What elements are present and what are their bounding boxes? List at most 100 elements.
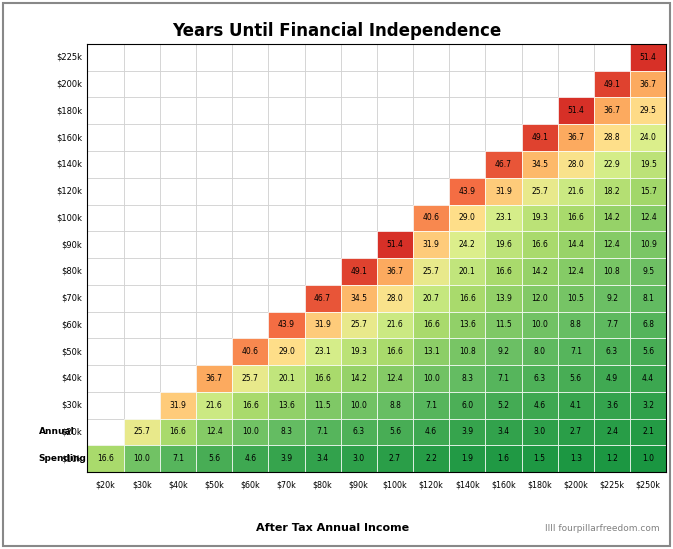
Text: $90k: $90k xyxy=(61,240,82,249)
Text: Spending: Spending xyxy=(38,454,87,463)
Bar xyxy=(304,445,341,472)
Bar xyxy=(522,365,558,392)
Text: 46.7: 46.7 xyxy=(314,294,331,302)
Bar xyxy=(232,445,269,472)
Bar xyxy=(449,124,485,151)
Text: 12.4: 12.4 xyxy=(386,374,403,383)
Text: 5.2: 5.2 xyxy=(497,401,509,410)
Bar xyxy=(196,71,232,98)
Bar xyxy=(341,97,377,124)
Bar xyxy=(594,311,630,338)
Bar xyxy=(413,178,449,204)
Bar xyxy=(449,178,485,204)
Bar xyxy=(160,231,196,258)
Bar xyxy=(630,44,666,71)
Bar xyxy=(232,151,269,178)
Bar xyxy=(413,365,449,392)
Bar xyxy=(269,338,304,365)
Text: $225k: $225k xyxy=(600,480,625,489)
Bar xyxy=(558,392,594,418)
Bar xyxy=(269,285,304,311)
Text: 28.0: 28.0 xyxy=(386,294,403,302)
Bar xyxy=(558,445,594,472)
Text: 29.0: 29.0 xyxy=(278,347,295,356)
Text: $90k: $90k xyxy=(349,480,369,489)
Text: $70k: $70k xyxy=(277,480,296,489)
Bar xyxy=(377,285,413,311)
Bar xyxy=(558,231,594,258)
Text: 4.9: 4.9 xyxy=(606,374,618,383)
Bar xyxy=(522,392,558,418)
Bar xyxy=(341,204,377,231)
Bar xyxy=(232,285,269,311)
Text: 3.2: 3.2 xyxy=(642,401,654,410)
Text: $140k: $140k xyxy=(56,160,82,169)
Text: 3.4: 3.4 xyxy=(316,454,328,463)
Text: 13.6: 13.6 xyxy=(459,321,476,329)
Bar xyxy=(269,151,304,178)
Bar xyxy=(304,311,341,338)
Bar xyxy=(124,151,160,178)
Text: After Tax Annual Income: After Tax Annual Income xyxy=(256,523,409,533)
Bar xyxy=(160,338,196,365)
Text: $10k: $10k xyxy=(61,454,82,463)
Text: 6.8: 6.8 xyxy=(642,321,654,329)
Bar xyxy=(341,231,377,258)
Bar xyxy=(522,97,558,124)
Bar xyxy=(630,392,666,418)
Text: 49.1: 49.1 xyxy=(604,80,621,88)
Bar xyxy=(160,97,196,124)
Text: $250k: $250k xyxy=(636,480,661,489)
Bar xyxy=(160,365,196,392)
Text: 31.9: 31.9 xyxy=(495,187,512,195)
Bar xyxy=(124,392,160,418)
Text: $40k: $40k xyxy=(168,480,188,489)
Text: 6.3: 6.3 xyxy=(606,347,618,356)
Bar xyxy=(449,365,485,392)
Bar xyxy=(196,44,232,71)
Bar xyxy=(413,338,449,365)
Text: $100k: $100k xyxy=(56,214,82,222)
Bar xyxy=(630,365,666,392)
Bar xyxy=(196,392,232,418)
Text: 49.1: 49.1 xyxy=(531,133,548,142)
Text: 7.1: 7.1 xyxy=(570,347,582,356)
Bar xyxy=(485,151,522,178)
Bar xyxy=(558,311,594,338)
Text: $225k: $225k xyxy=(56,53,82,62)
Bar xyxy=(522,151,558,178)
Bar xyxy=(304,231,341,258)
Bar xyxy=(269,365,304,392)
Bar xyxy=(594,71,630,98)
Text: 19.5: 19.5 xyxy=(640,160,657,169)
Bar xyxy=(413,285,449,311)
Text: $20k: $20k xyxy=(96,480,116,489)
Text: 29.5: 29.5 xyxy=(640,107,657,115)
Bar xyxy=(630,285,666,311)
Text: 8.3: 8.3 xyxy=(461,374,473,383)
Text: 34.5: 34.5 xyxy=(531,160,548,169)
Text: 3.6: 3.6 xyxy=(606,401,618,410)
Text: Years Until Financial Independence: Years Until Financial Independence xyxy=(172,22,501,40)
Text: $50k: $50k xyxy=(204,480,224,489)
Text: 25.7: 25.7 xyxy=(423,267,439,276)
Text: 4.6: 4.6 xyxy=(244,454,256,463)
Bar xyxy=(196,365,232,392)
Text: 3.9: 3.9 xyxy=(281,454,293,463)
Bar xyxy=(449,44,485,71)
Bar xyxy=(485,338,522,365)
Bar xyxy=(160,392,196,418)
Bar xyxy=(630,231,666,258)
Bar xyxy=(232,231,269,258)
Text: 4.6: 4.6 xyxy=(534,401,546,410)
Bar xyxy=(341,124,377,151)
Bar xyxy=(304,44,341,71)
Bar xyxy=(196,151,232,178)
Text: 9.2: 9.2 xyxy=(497,347,509,356)
Bar xyxy=(377,178,413,204)
Bar xyxy=(87,151,124,178)
Bar xyxy=(413,418,449,445)
Bar xyxy=(269,231,304,258)
Bar xyxy=(377,418,413,445)
Text: 10.0: 10.0 xyxy=(242,428,258,436)
